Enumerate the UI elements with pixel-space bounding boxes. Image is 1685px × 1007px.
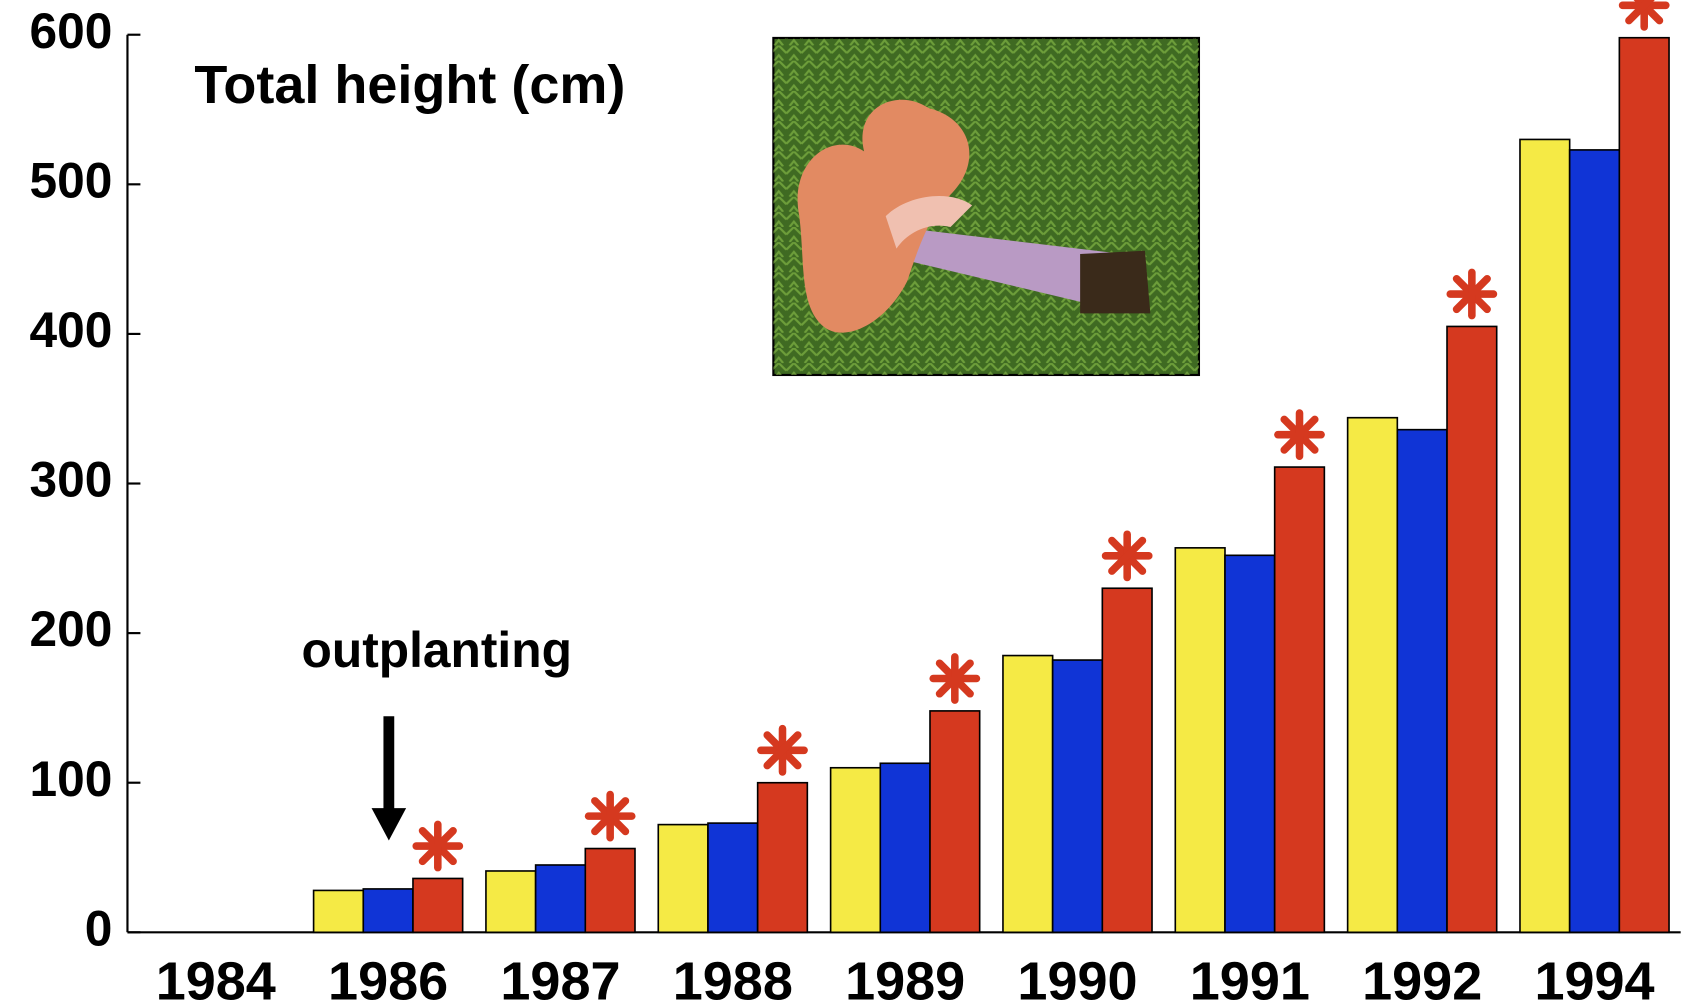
bar bbox=[880, 763, 930, 932]
bar bbox=[314, 890, 364, 932]
bar bbox=[1003, 656, 1053, 933]
bar bbox=[1520, 139, 1570, 932]
bar bbox=[1348, 418, 1398, 933]
bar bbox=[1102, 588, 1152, 932]
bar bbox=[758, 783, 808, 933]
bar bbox=[536, 865, 586, 932]
x-tick-label: 1988 bbox=[673, 952, 793, 1007]
significance-marker bbox=[933, 657, 976, 700]
x-tick-label: 1990 bbox=[1017, 952, 1137, 1007]
bar bbox=[486, 871, 536, 932]
bar bbox=[585, 849, 635, 933]
significance-marker bbox=[1278, 413, 1321, 456]
x-tick-label: 1994 bbox=[1534, 952, 1654, 1007]
significance-marker bbox=[416, 824, 459, 867]
y-tick-label: 300 bbox=[29, 452, 112, 508]
significance-marker bbox=[761, 729, 804, 772]
significance-marker bbox=[589, 795, 632, 838]
significance-marker bbox=[1623, 0, 1666, 27]
bar bbox=[1570, 150, 1620, 932]
bar bbox=[1275, 467, 1325, 932]
x-tick-label: 1987 bbox=[500, 952, 620, 1007]
bar bbox=[658, 825, 708, 933]
y-tick-label: 200 bbox=[29, 601, 112, 657]
x-tick-label: 1992 bbox=[1362, 952, 1482, 1007]
x-tick-label: 1989 bbox=[845, 952, 965, 1007]
chart: Total height (cm) 0 100 200 300 400 500 600 198… bbox=[0, 0, 1685, 1007]
significance-marker bbox=[1106, 534, 1149, 577]
x-tick-label: 1986 bbox=[328, 952, 448, 1007]
bar bbox=[831, 768, 881, 933]
y-tick-label: 500 bbox=[29, 152, 112, 208]
significance-marker bbox=[1450, 272, 1493, 315]
y-tick-label: 600 bbox=[29, 3, 112, 59]
y-tick-label: 400 bbox=[29, 302, 112, 358]
annotation: outplanting bbox=[302, 622, 572, 678]
bar bbox=[1397, 430, 1447, 933]
bar bbox=[930, 711, 980, 932]
bar bbox=[363, 889, 413, 932]
photo-inset bbox=[773, 38, 1199, 375]
bar bbox=[708, 823, 758, 932]
y-tick-label: 0 bbox=[85, 900, 113, 956]
bar bbox=[1053, 660, 1103, 932]
bar bbox=[413, 878, 463, 932]
y-tick-label: 100 bbox=[29, 751, 112, 807]
chart-title: Total height (cm) bbox=[194, 55, 625, 115]
x-tick-label: 1991 bbox=[1190, 952, 1310, 1007]
outplanting-arrow bbox=[372, 716, 407, 840]
bar bbox=[1619, 38, 1669, 933]
bar bbox=[1225, 555, 1275, 932]
bar bbox=[1447, 326, 1497, 932]
x-tick-label: 1984 bbox=[156, 952, 276, 1007]
bar bbox=[1175, 548, 1225, 932]
